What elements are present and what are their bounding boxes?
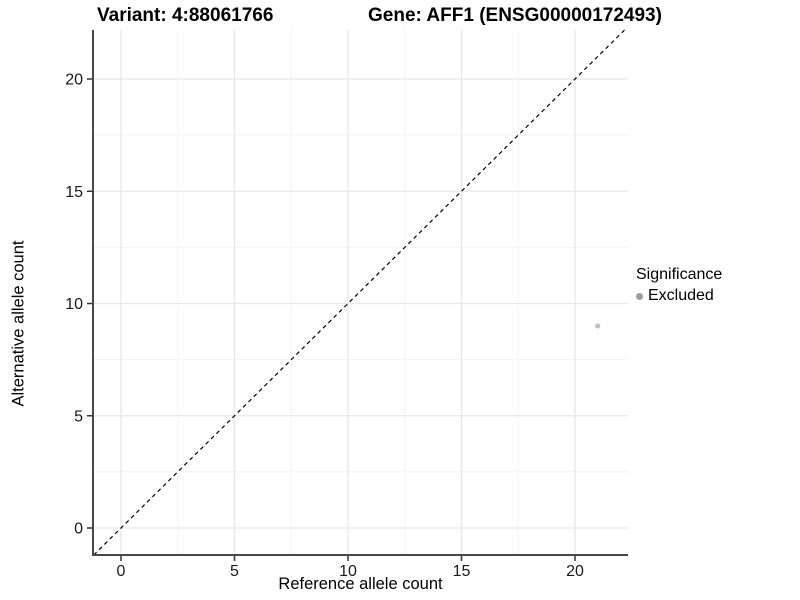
legend: Significance Excluded — [636, 266, 722, 305]
identity-reference-line — [93, 29, 626, 556]
data-point — [595, 323, 601, 329]
y-tick-label: 15 — [65, 184, 83, 201]
legend-title: Significance — [636, 266, 723, 283]
x-tick-label: 20 — [566, 563, 584, 580]
legend-point-icon — [636, 292, 643, 300]
x-tick-label: 5 — [230, 563, 239, 580]
plot-title-gene: Gene: AFF1 (ENSG00000172493) — [368, 5, 662, 26]
x-tick-label: 0 — [117, 563, 126, 580]
plot-title-variant: Variant: 4:88061766 — [97, 5, 274, 26]
x-tick-label: 10 — [339, 563, 357, 580]
y-tick-label: 0 — [74, 521, 83, 538]
x-axis-title: Reference allele count — [278, 575, 443, 593]
y-tick-label: 5 — [74, 408, 83, 425]
y-tick-label: 20 — [65, 72, 83, 89]
legend-item-excluded: Excluded — [636, 287, 722, 305]
y-tick-label: 10 — [65, 296, 83, 313]
x-tick-label: 15 — [453, 563, 471, 580]
legend-item-label: Excluded — [648, 287, 714, 304]
